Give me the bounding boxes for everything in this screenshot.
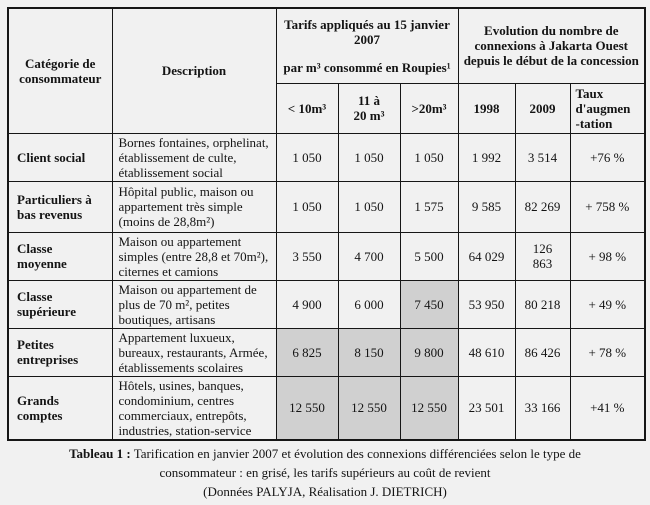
description-cell: Maison ou appartement simples (entre 28,… [111, 231, 277, 281]
caption-label: Tableau 1 : [69, 446, 131, 461]
header-tariff-group-line2: par m³ consommé en Roupies¹ [283, 59, 451, 75]
tariff-over-20m3-cell: 7 450 [399, 279, 459, 329]
connections-1998-cell: 1 992 [457, 132, 516, 182]
tariff-table: Catégorie de consommateur Description Ta… [7, 7, 647, 441]
growth-rate-cell: + 49 % [569, 279, 646, 329]
connections-2009-cell: 80 218 [514, 279, 571, 329]
subheader-growth-rate: Taux d'augmen -tation [569, 82, 646, 134]
tariff-over-20m3-cell: 9 800 [399, 327, 459, 377]
category-cell: Client social [7, 132, 113, 182]
connections-1998-cell: 48 610 [457, 327, 516, 377]
subheader-over-20m3: >20m³ [399, 82, 459, 134]
connections-2009-cell: 33 166 [514, 375, 571, 440]
tariff-under-10m3-cell: 3 550 [275, 231, 339, 281]
table-row: Particuliers à bas revenus Hôpital publi… [7, 180, 646, 233]
tariff-over-20m3-cell: 1 050 [399, 132, 459, 182]
subheader-under-10m3: < 10m³ [275, 82, 339, 134]
description-cell: Bornes fontaines, orphelinat, établissem… [111, 132, 277, 182]
category-cell: Classe moyenne [7, 231, 113, 281]
description-cell: Hôpital public, maison ou appartement tr… [111, 180, 277, 233]
connections-1998-cell: 9 585 [457, 180, 516, 233]
category-cell: Particuliers à bas revenus [7, 180, 113, 233]
growth-rate-cell: + 758 % [569, 180, 646, 233]
tariff-over-20m3-cell: 1 575 [399, 180, 459, 233]
growth-rate-cell: + 78 % [569, 327, 646, 377]
header-evolution-group: Evolution du nombre de connexions à Jaka… [457, 7, 646, 84]
table-body: Client social Bornes fontaines, orphelin… [7, 132, 646, 440]
table-caption: Tableau 1 : Tarification en janvier 2007… [35, 444, 615, 501]
tariff-11-20m3-cell: 4 700 [337, 231, 401, 281]
subheader-11-20m3: 11 à 20 m³ [337, 82, 401, 134]
caption-text: Tarification en janvier 2007 et évolutio… [133, 446, 581, 480]
connections-2009-cell: 86 426 [514, 327, 571, 377]
connections-1998-cell: 23 501 [457, 375, 516, 440]
table-row: Classe supérieure Maison ou appartement … [7, 279, 646, 329]
category-cell: Classe supérieure [7, 279, 113, 329]
tariff-11-20m3-cell: 1 050 [337, 180, 401, 233]
tariff-11-20m3-cell: 1 050 [337, 132, 401, 182]
tariff-11-20m3-cell: 8 150 [337, 327, 401, 377]
description-cell: Maison ou appartement de plus de 70 m², … [111, 279, 277, 329]
growth-rate-cell: + 98 % [569, 231, 646, 281]
table-header: Catégorie de consommateur Description Ta… [7, 7, 646, 134]
caption-credit: (Données PALYJA, Réalisation J. DIETRICH… [203, 484, 447, 499]
tariff-under-10m3-cell: 1 050 [275, 180, 339, 233]
subheader-2009: 2009 [514, 82, 571, 134]
header-category: Catégorie de consommateur [7, 7, 113, 134]
connections-2009-cell: 82 269 [514, 180, 571, 233]
table-row: Client social Bornes fontaines, orphelin… [7, 132, 646, 182]
category-cell: Petites entreprises [7, 327, 113, 377]
table-row: Grands comptes Hôtels, usines, banques, … [7, 375, 646, 440]
category-cell: Grands comptes [7, 375, 113, 440]
tariff-under-10m3-cell: 12 550 [275, 375, 339, 440]
tariff-over-20m3-cell: 12 550 [399, 375, 459, 440]
table-row: Petites entreprises Appartement luxueux,… [7, 327, 646, 377]
connections-2009-cell: 126 863 [514, 231, 571, 281]
tariff-under-10m3-cell: 4 900 [275, 279, 339, 329]
tariff-11-20m3-cell: 6 000 [337, 279, 401, 329]
description-cell: Appartement luxueux, bureaux, restaurant… [111, 327, 277, 377]
header-tariff-group: Tarifs appliqués au 15 janvier 2007 par … [275, 7, 459, 84]
connections-1998-cell: 64 029 [457, 231, 516, 281]
connections-1998-cell: 53 950 [457, 279, 516, 329]
tariff-over-20m3-cell: 5 500 [399, 231, 459, 281]
tariff-under-10m3-cell: 1 050 [275, 132, 339, 182]
connections-2009-cell: 3 514 [514, 132, 571, 182]
header-group-row: Catégorie de consommateur Description Ta… [7, 7, 646, 134]
growth-rate-cell: +76 % [569, 132, 646, 182]
table-row: Classe moyenne Maison ou appartement sim… [7, 231, 646, 281]
description-cell: Hôtels, usines, banques, condominium, ce… [111, 375, 277, 440]
tariff-11-20m3-cell: 12 550 [337, 375, 401, 440]
growth-rate-cell: +41 % [569, 375, 646, 440]
subheader-1998: 1998 [457, 82, 516, 134]
tariff-under-10m3-cell: 6 825 [275, 327, 339, 377]
header-description: Description [111, 7, 277, 134]
header-tariff-group-line1: Tarifs appliqués au 15 janvier 2007 [284, 16, 450, 47]
